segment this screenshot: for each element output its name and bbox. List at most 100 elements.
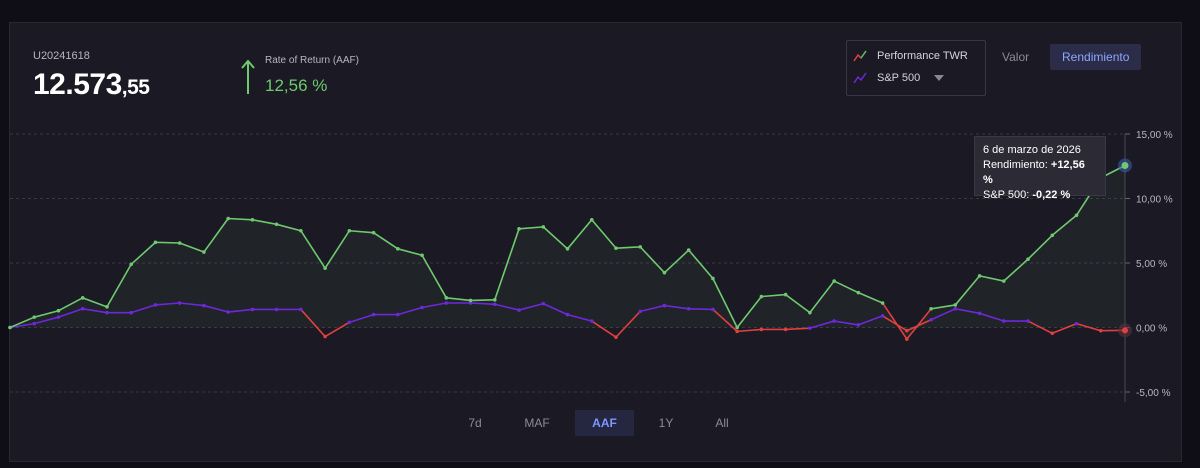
- sp500-point: [492, 302, 497, 307]
- sp500-point: [444, 301, 449, 305]
- sp500-point: [32, 321, 37, 326]
- performance-point: [565, 247, 570, 251]
- tab-7d[interactable]: 7d: [468, 416, 482, 430]
- sp500-line-segment: [228, 308, 253, 313]
- tab-aaf[interactable]: AAF: [575, 410, 634, 436]
- performance-point: [274, 222, 279, 227]
- rate-of-return-value: 12,56 %: [265, 76, 328, 95]
- performance-point: [56, 308, 61, 313]
- sp500-line-segment: [688, 307, 713, 311]
- sp500-point: [105, 310, 109, 315]
- line-chart-icon: [853, 50, 867, 62]
- sp500-line-segment: [1027, 320, 1053, 335]
- performance-line-segment: [761, 293, 786, 298]
- tooltip-label: S&P 500:: [983, 189, 1030, 201]
- performance-point: [953, 303, 958, 307]
- performance-line-segment: [252, 218, 277, 226]
- performance-line-segment: [639, 246, 666, 274]
- performance-line-segment: [373, 232, 399, 250]
- sp500-line-segment: [179, 302, 204, 307]
- sp500-line-segment: [664, 304, 689, 310]
- performance-point: [832, 279, 836, 283]
- sp500-line-segment: [349, 313, 374, 324]
- performance-point: [977, 274, 982, 278]
- toggle-rendimiento[interactable]: Rendimiento: [1050, 44, 1142, 70]
- sp500-point: [735, 329, 739, 334]
- sp500-point: [856, 323, 861, 327]
- chevron-down-icon[interactable]: [934, 75, 945, 81]
- tooltip-line-sp500: S&P 500: -0,22 %: [983, 188, 1097, 203]
- sp500-line-segment: [591, 320, 617, 338]
- sp500-line-segment: [615, 310, 641, 338]
- performance-point: [299, 228, 303, 233]
- performance-line-segment: [591, 219, 617, 249]
- performance-point: [517, 227, 521, 231]
- sp500-line-segment: [785, 327, 810, 331]
- account-id: U20241618: [33, 50, 90, 62]
- performance-point: [662, 270, 667, 275]
- performance-line-segment: [979, 275, 1004, 282]
- performance-line-segment: [688, 249, 714, 279]
- sp500-point: [905, 328, 909, 333]
- performance-point: [226, 216, 230, 221]
- performance-line-segment: [179, 242, 205, 253]
- sp500-line-segment: [82, 308, 108, 314]
- sp500-point: [274, 307, 279, 312]
- sp500-line-segment: [1076, 322, 1101, 332]
- sp500-point: [517, 308, 521, 312]
- performance-line-segment: [833, 280, 859, 294]
- sp500-point: [323, 334, 327, 339]
- performance-line-segment: [954, 275, 981, 306]
- performance-line-segment: [446, 297, 471, 302]
- legend-item-sp500[interactable]: S&P 500: [853, 70, 945, 86]
- performance-point: [420, 253, 424, 258]
- chart-legend[interactable]: Performance TWR S&P 500: [846, 40, 986, 96]
- performance-line-segment: [566, 219, 593, 250]
- sp500-line-segment: [58, 308, 83, 318]
- sp500-line-segment: [34, 316, 59, 325]
- sp500-line-segment: [858, 315, 883, 326]
- sp500-line-segment: [809, 320, 835, 329]
- tab-maf[interactable]: MAF: [524, 416, 550, 430]
- performance-line-segment: [736, 296, 763, 328]
- performance-line-segment: [228, 217, 253, 221]
- sp500-line-segment: [882, 315, 908, 332]
- performance-point: [759, 294, 764, 299]
- sp500-point: [783, 327, 788, 332]
- sp500-line-segment: [203, 304, 229, 313]
- tab-all[interactable]: All: [715, 416, 729, 430]
- performance-point: [614, 246, 618, 250]
- arrow-up-icon: [241, 59, 255, 94]
- sp500-point: [153, 303, 158, 307]
- performance-line-segment: [324, 230, 351, 269]
- legend-label-performance: Performance TWR: [877, 50, 968, 62]
- balance-decimal: ,55: [121, 76, 150, 99]
- performance-point: [153, 240, 158, 245]
- performance-line-segment: [1051, 214, 1078, 236]
- performance-line-segment: [421, 254, 447, 299]
- performance-point: [686, 248, 691, 252]
- performance-point: [177, 241, 182, 245]
- toggle-valor[interactable]: Valor: [1002, 50, 1030, 64]
- sp500-point: [1002, 319, 1006, 323]
- sp500-line-segment: [130, 304, 156, 314]
- sp500-point: [202, 303, 206, 308]
- sp500-line-segment: [300, 308, 326, 338]
- sp500-line-segment: [930, 308, 956, 321]
- legend-item-performance[interactable]: Performance TWR: [853, 48, 968, 64]
- sp500-point: [662, 303, 667, 308]
- performance-line-segment: [494, 228, 520, 301]
- performance-point: [711, 276, 715, 281]
- performance-point: [444, 296, 449, 300]
- chart-tooltip: 6 de marzo de 2026 Rendimiento: +12,56 %…: [974, 136, 1106, 201]
- sp500-point: [832, 319, 836, 323]
- performance-point: [905, 337, 909, 341]
- performance-line-segment: [349, 229, 374, 234]
- y-tick-label: 10,00 %: [1136, 195, 1173, 206]
- sp500-line-segment: [834, 320, 859, 326]
- performance-point: [32, 315, 37, 319]
- tab-1y[interactable]: 1Y: [658, 416, 674, 430]
- sp500-line-segment: [712, 308, 738, 332]
- performance-point: [492, 297, 497, 302]
